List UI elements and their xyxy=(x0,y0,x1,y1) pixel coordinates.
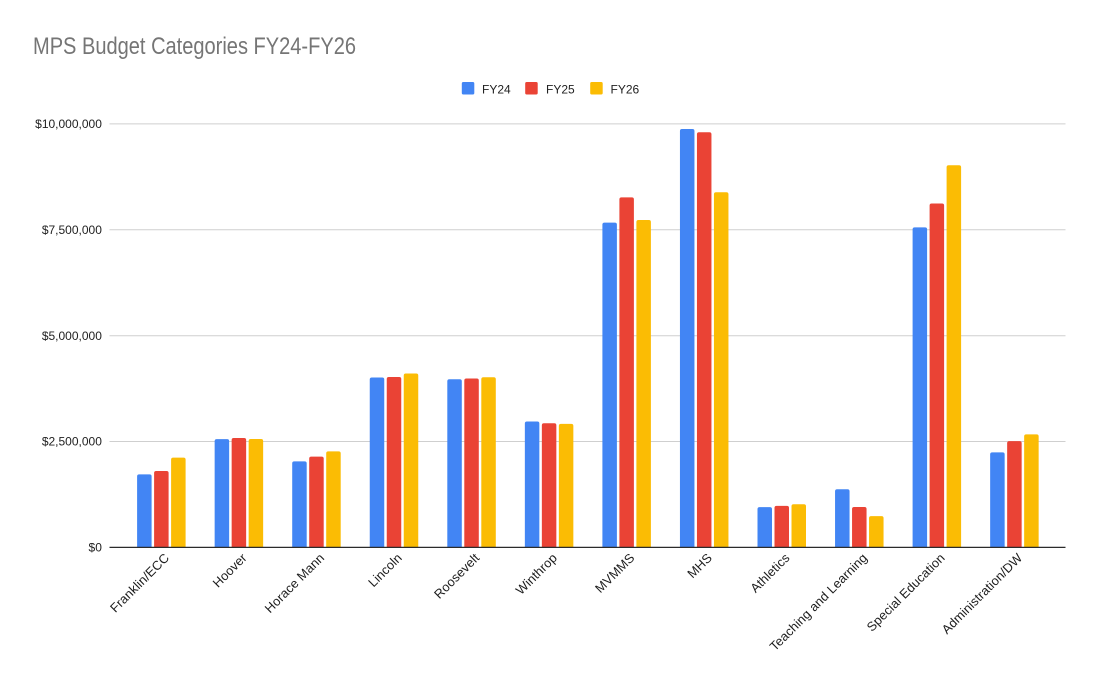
svg-text:FY25: FY25 xyxy=(546,83,575,97)
svg-text:$5,000,000: $5,000,000 xyxy=(42,329,102,343)
svg-text:FY24: FY24 xyxy=(482,83,511,97)
svg-text:$10,000,000: $10,000,000 xyxy=(35,117,102,131)
svg-text:MPS Budget Categories FY24-FY2: MPS Budget Categories FY24-FY26 xyxy=(33,33,356,60)
svg-text:$2,500,000: $2,500,000 xyxy=(42,435,102,449)
svg-text:$0: $0 xyxy=(89,541,103,555)
svg-text:FY26: FY26 xyxy=(611,83,640,97)
svg-text:$7,500,000: $7,500,000 xyxy=(42,223,102,237)
